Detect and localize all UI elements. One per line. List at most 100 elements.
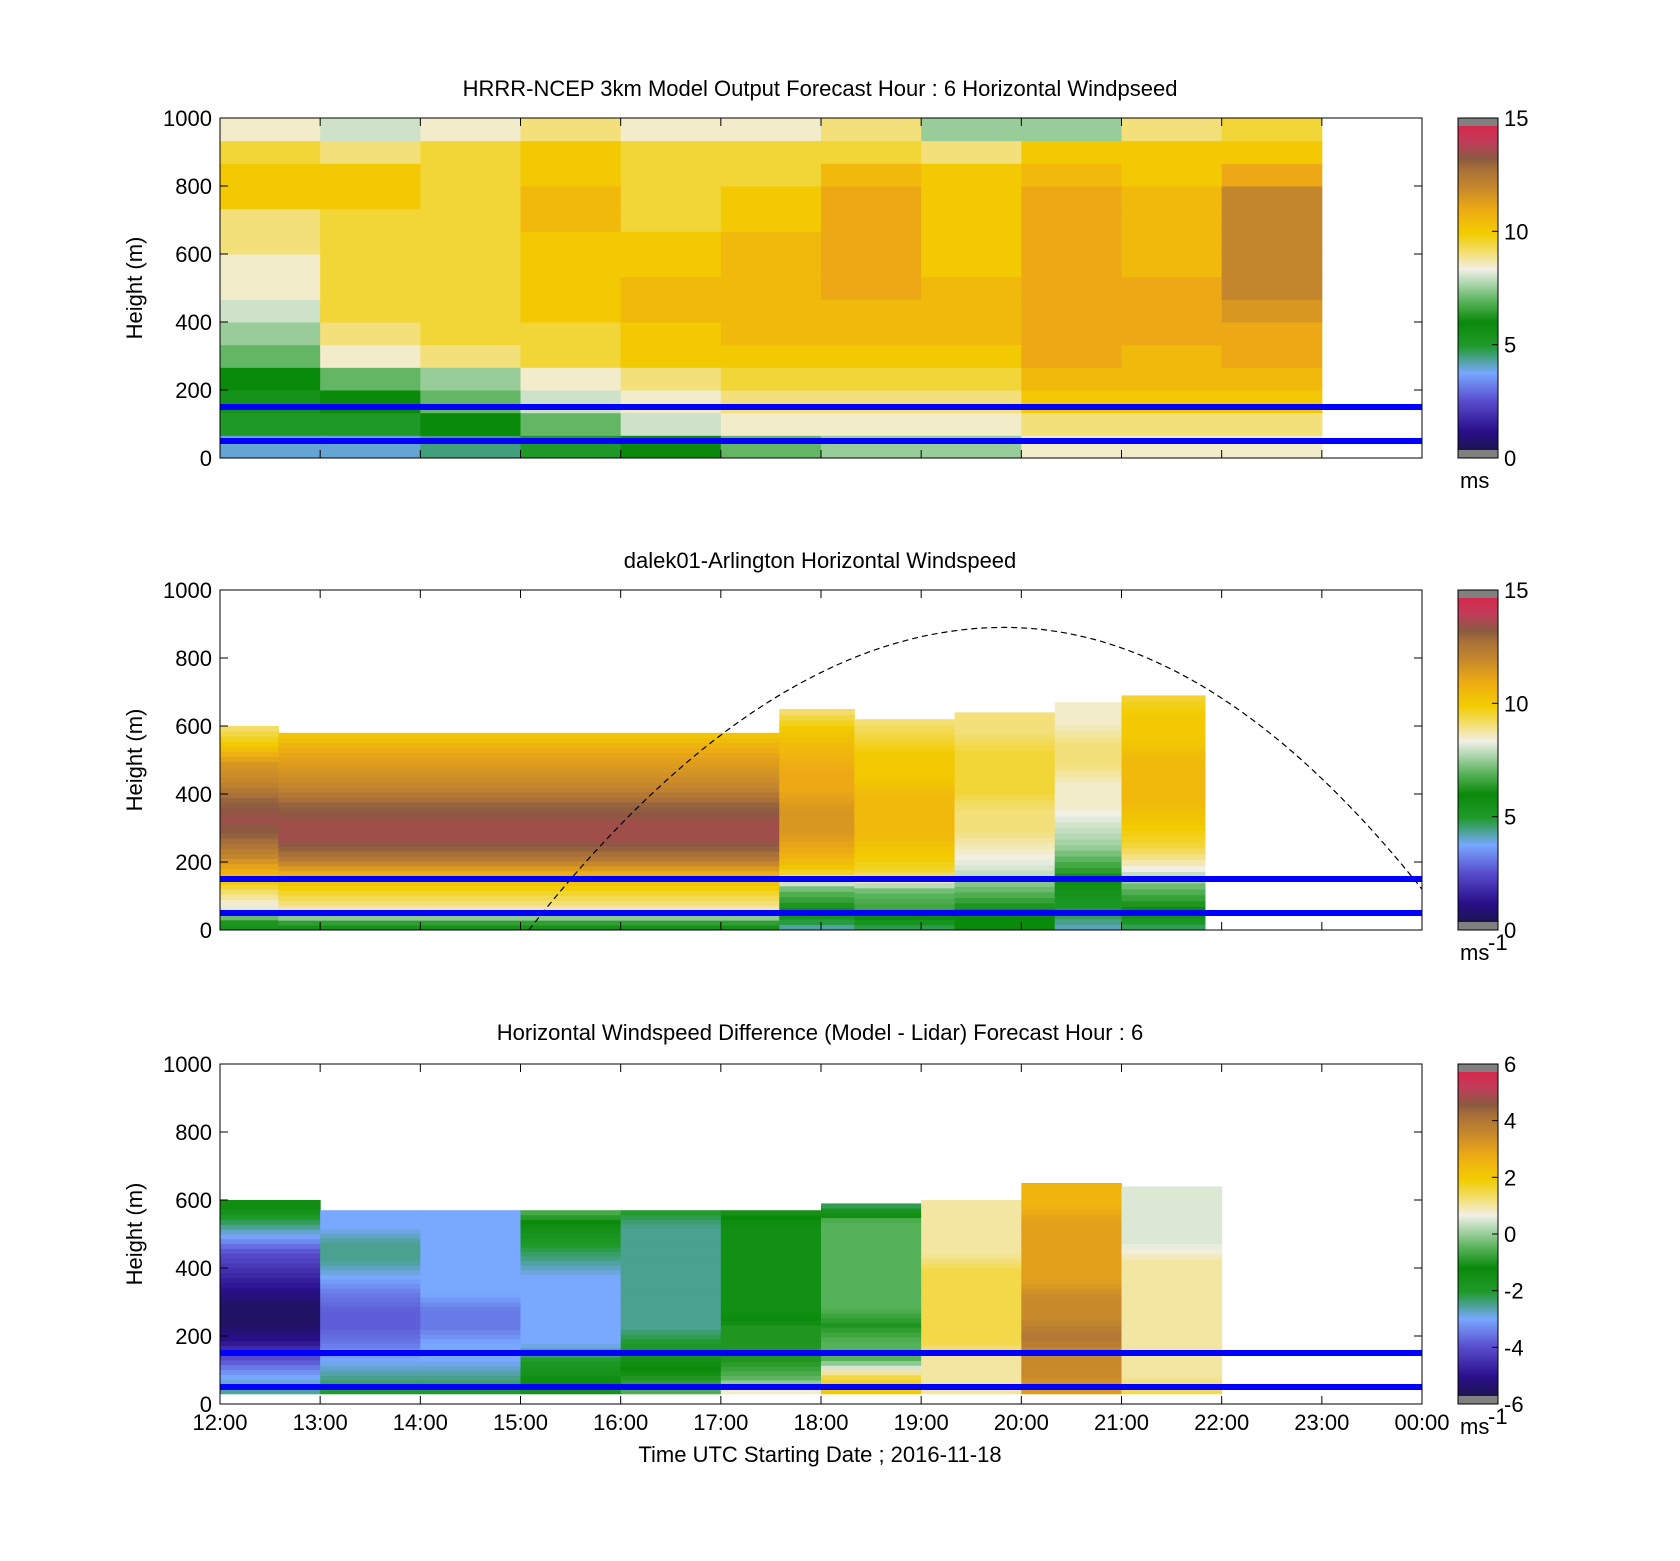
heatmap-cell [1054,912,1122,920]
heatmap-cell [220,1311,321,1317]
heatmap-cell [1021,1330,1122,1337]
heatmap-cell [420,1237,521,1243]
heatmap-cell [1021,1283,1122,1289]
heatmap-cell [220,782,279,788]
heatmap-cell [921,1272,1022,1279]
heatmap-cell [779,791,855,798]
heatmap-cell [854,893,956,899]
heatmap-cell [1021,276,1122,300]
heatmap-cell [1021,231,1122,255]
heatmap-cell [821,1360,922,1366]
heatmap-cell [320,1223,421,1230]
heatmap-cell [954,761,1056,768]
heatmap-cell [1021,140,1122,164]
heatmap-cell [1221,276,1323,300]
heatmap-cell [320,1283,421,1289]
heatmap-cell [1054,724,1122,732]
heatmap-cell [278,821,780,827]
heatmap-cell [921,1369,1022,1375]
heatmap-cell [821,1389,922,1395]
heatmap-cell [278,742,780,749]
panel-lidar-dashed-curve [528,626,1423,931]
heatmap-cell [220,884,279,890]
heatmap-cell [320,1375,421,1381]
heatmap-cell [921,1282,1022,1288]
heatmap-cell [520,1380,622,1386]
heatmap-cell [220,787,279,793]
heatmap-cell [520,1242,622,1248]
heatmap-cell [954,728,1056,735]
heatmap-cell [1121,800,1206,808]
heatmap-cell [320,1214,421,1220]
heatmap-cell [854,798,956,805]
heatmap-cell [854,766,956,773]
heatmap-cell [620,276,722,300]
heatmap-cell [220,1369,321,1375]
heatmap-cell [520,1315,622,1321]
heatmap-cell [779,819,855,826]
heatmap-cell [620,1357,722,1363]
heatmap-cell [220,1374,321,1380]
heatmap-cell [1054,810,1122,817]
heatmap-cell [220,276,321,300]
heatmap-cell [320,299,421,323]
heatmap-cell [720,299,822,323]
panel-lidar-y-label: Height (m) [122,709,147,812]
heatmap-cell [779,924,855,931]
colorbar-gradient [1458,590,1498,930]
heatmap-cell [520,1260,622,1266]
heatmap-cell [854,808,956,815]
heatmap-cell [921,1258,1022,1264]
heatmap-cell [821,163,922,187]
heatmap-cell [779,858,855,865]
heatmap-cell [1054,707,1122,715]
heatmap-cell [620,1306,722,1312]
panel-difference-x-ticks [219,1064,1423,1404]
heatmap-cell [520,1343,622,1349]
heatmap-cell [1021,1356,1122,1363]
heatmap-cell [220,1325,321,1332]
heatmap-cell [1121,783,1206,790]
heatmap-cell [921,276,1022,300]
heatmap-cell [1021,1314,1122,1321]
heatmap-cell [720,1233,822,1239]
heatmap-cell [921,1316,1022,1322]
heatmap-cell [854,903,956,910]
heatmap-cell [620,163,722,187]
colorbar-tick-label: -6 [1504,1392,1524,1417]
heatmap-cell [520,1233,622,1239]
heatmap-cell [821,1355,922,1361]
heatmap-cell [954,897,1056,904]
heatmap-cell [720,186,822,210]
heatmap-cell [1221,163,1323,187]
heatmap-cell [1121,701,1206,708]
heatmap-cell [821,1322,922,1328]
heatmap-cell [1054,884,1122,891]
heatmap-cell [278,860,780,867]
heatmap-cell [954,821,1056,828]
heatmap-cell [779,913,855,920]
heatmap-cell [1121,1279,1223,1286]
heatmap-cell [320,1366,421,1372]
heatmap-cell [220,792,279,798]
colorbar-gradient [1458,118,1498,458]
y-tick-label: 200 [175,850,212,875]
heatmap-cell [278,732,780,739]
heatmap-cell [821,254,922,278]
colorbar-overflow-cap [1458,590,1498,598]
heatmap-cell [278,836,780,842]
heatmap-cell [520,1256,622,1262]
heatmap-cell [220,858,279,865]
heatmap-cell [1121,1331,1223,1338]
heatmap-cell [1021,1225,1122,1231]
y-tick-label: 200 [175,1324,212,1349]
heatmap-cell [1121,1201,1223,1208]
heatmap-cell [620,118,722,142]
heatmap-cell [320,1246,421,1253]
colorbar-unit-label: ms [1460,468,1489,493]
heatmap-cell [420,1357,521,1363]
heatmap-cell [954,919,1056,926]
heatmap-cell [1121,748,1206,755]
heatmap-cell [1021,1188,1122,1195]
heatmap-cell [1121,1269,1223,1276]
